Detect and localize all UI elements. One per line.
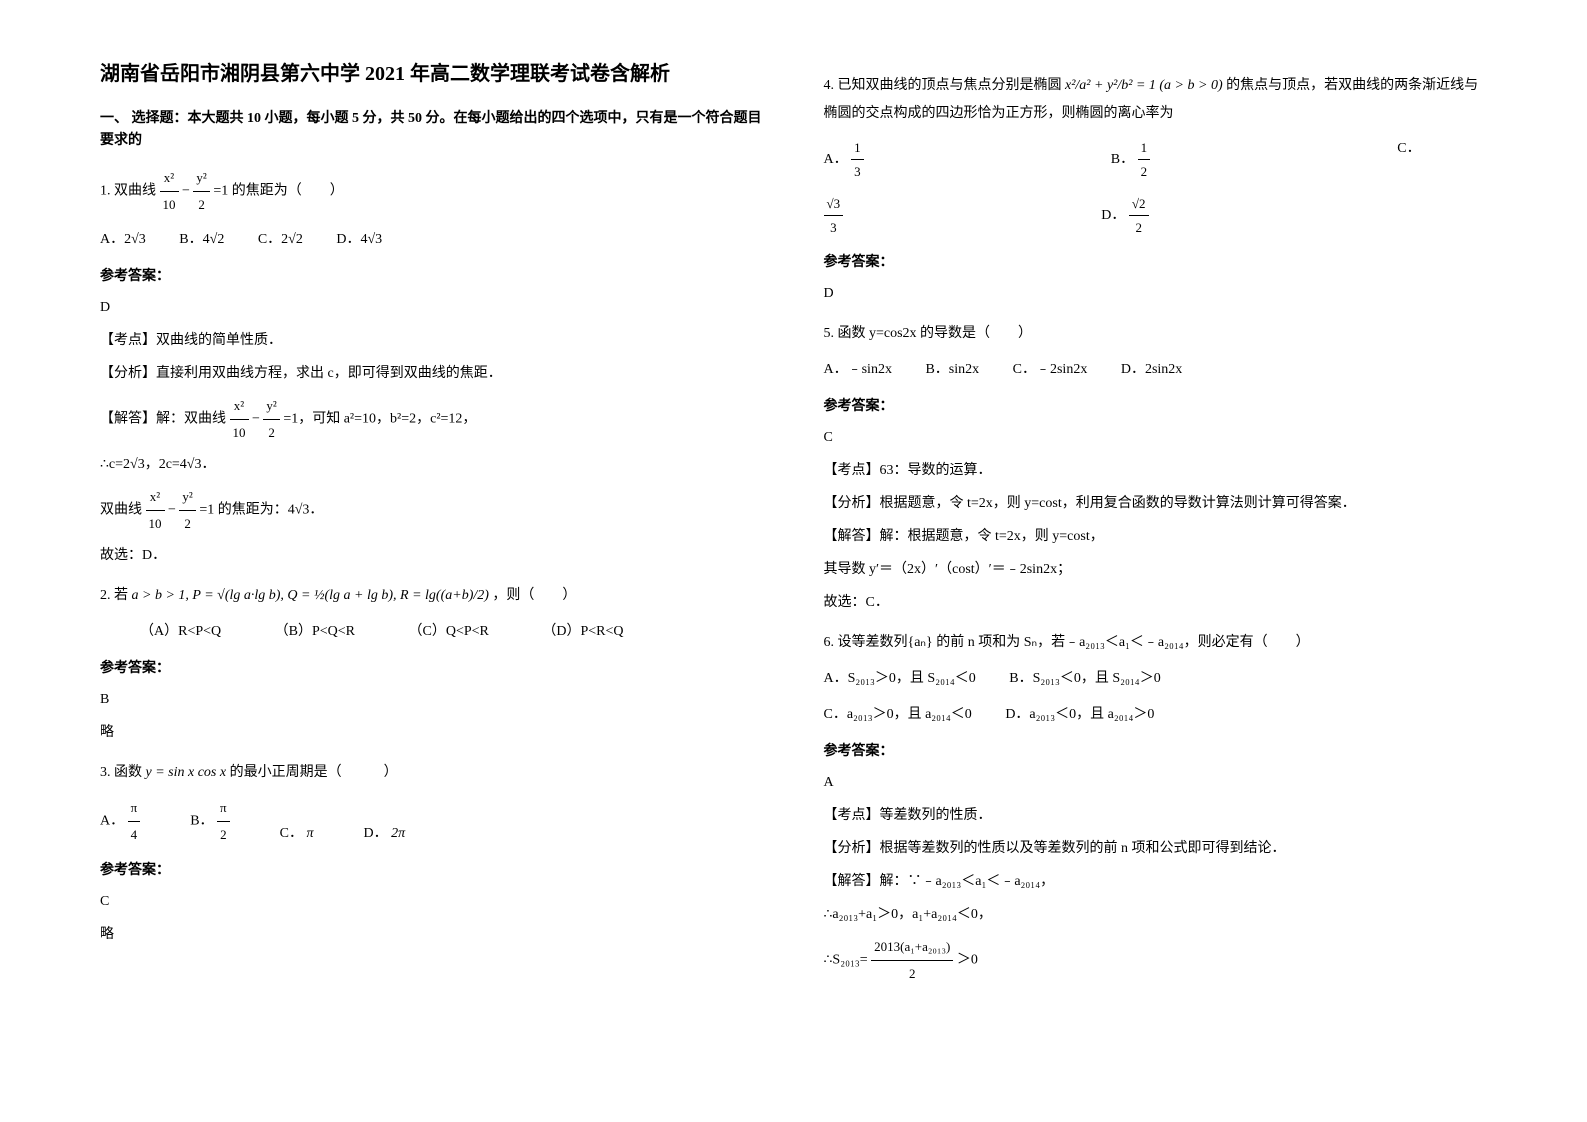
q1-answer: D (100, 294, 764, 322)
q6-options-row1: A．S₂₀₁₃＞0，且 S₂₀₁₄＜0 B．S₂₀₁₃＜0，且 S₂₀₁₄＞0 (824, 665, 1488, 693)
q1-prefix: 1. 双曲线 (100, 184, 156, 199)
q5-jieda3: 故选：C． (824, 589, 1488, 617)
q4-answer: D (824, 280, 1488, 308)
question-6: 6. 设等差数列{aₙ} 的前 n 项和为 Sₙ，若﹣a₂₀₁₃＜a₁＜﹣a₂₀… (824, 629, 1488, 987)
q5-optA: A．﹣sin2x (824, 356, 892, 384)
document-title: 湖南省岳阳市湘阴县第六中学 2021 年高二数学理联考试卷含解析 (100, 60, 764, 88)
q5-kaodian: 【考点】63：导数的运算． (824, 457, 1488, 485)
q6-jieda3: ∴S₂₀₁₃= 2013(a₁+a₂₀₁₃) 2 ＞0 (824, 934, 1488, 987)
q1-fenxi: 【分析】直接利用双曲线方程，求出 c，即可得到双曲线的焦距． (100, 360, 764, 388)
question-4: 4. 已知双曲线的顶点与焦点分别是椭圆 x²/a² + y²/b² = 1 (a… (824, 72, 1488, 308)
q1-kaodian: 【考点】双曲线的简单性质． (100, 327, 764, 355)
q4-optA: A． 1 3 (824, 136, 864, 184)
q2-answer: B (100, 686, 764, 714)
q6-kaodian: 【考点】等差数列的性质． (824, 802, 1488, 830)
q6-text: 6. 设等差数列{aₙ} 的前 n 项和为 Sₙ，若﹣a₂₀₁₃＜a₁＜﹣a₂₀… (824, 629, 1488, 657)
q3-answer: C (100, 888, 764, 916)
q5-options: A．﹣sin2x B．sin2x C．﹣2sin2x D．2sin2x (824, 356, 1488, 384)
q2-answer-header: 参考答案： (100, 656, 764, 681)
q5-optC: C．﹣2sin2x (1013, 356, 1088, 384)
right-column: 4. 已知双曲线的顶点与焦点分别是椭圆 x²/a² + y²/b² = 1 (a… (824, 60, 1488, 1062)
q1-optA: A．2√3 (100, 226, 146, 254)
q3-optC: C． π (280, 820, 314, 848)
q1-text: 1. 双曲线 x² 10 − y² 2 =1 的焦距为（ ） (100, 165, 764, 218)
q1-answer-header: 参考答案： (100, 264, 764, 289)
q6-options-row2: C．a₂₀₁₃＞0，且 a₂₀₁₄＜0 D．a₂₀₁₃＜0，且 a₂₀₁₄＞0 (824, 701, 1488, 729)
q6-optA: A．S₂₀₁₃＞0，且 S₂₀₁₄＜0 (824, 665, 976, 693)
q1-jieda: 【解答】解：双曲线 x² 10 − y² 2 =1，可知 a²=10，b²=2，… (100, 393, 764, 446)
q2-brief: 略 (100, 719, 764, 747)
q6-jieda2: ∴a₂₀₁₃+a₁＞0，a₁+a₂₀₁₄＜0， (824, 901, 1488, 929)
q4-optB: B． 1 2 (1111, 136, 1150, 184)
q1-jieda-end: 故选：D． (100, 542, 764, 570)
q3-brief: 略 (100, 921, 764, 949)
q5-optB: B．sin2x (925, 356, 979, 384)
q5-jieda2: 其导数 y′＝（2x）′（cost）′＝﹣2sin2x； (824, 556, 1488, 584)
q1-optC: C．2√2 (258, 226, 303, 254)
q2-text: 2. 若 a > b > 1, P = √(lg a·lg b), Q = ½(… (100, 582, 764, 610)
q4-text: 4. 已知双曲线的顶点与焦点分别是椭圆 x²/a² + y²/b² = 1 (a… (824, 72, 1488, 128)
q5-fenxi: 【分析】根据题意，令 t=2x，则 y=cost，利用复合函数的导数计算法则计算… (824, 490, 1488, 518)
left-column: 湖南省岳阳市湘阴县第六中学 2021 年高二数学理联考试卷含解析 一、 选择题：… (100, 60, 764, 1062)
q4-options: A． 1 3 B． 1 2 C． (824, 136, 1488, 240)
question-3: 3. 函数 y = sin x cos x 的最小正周期是（ ） A． π 4 … (100, 759, 764, 949)
q3-text: 3. 函数 y = sin x cos x 的最小正周期是（ ） (100, 759, 764, 787)
q1-frac2: y² 2 (193, 165, 209, 218)
q3-optB: B． π 2 (190, 795, 229, 848)
q4-optC-label: C． (1397, 136, 1420, 184)
q2-optC: （C）Q<P<R (389, 618, 489, 646)
q3-options: A． π 4 B． π 2 C． π D． 2π (100, 795, 764, 848)
q2-options: （A）R<P<Q （B）P<Q<R （C）Q<P<R （D）P<R<Q (100, 618, 764, 646)
q5-text: 5. 函数 y=cos2x 的导数是（ ） (824, 320, 1488, 348)
q6-answer-header: 参考答案： (824, 739, 1488, 764)
q4-optD: D． √2 2 (1101, 192, 1148, 240)
q1-jieda2: ∴c=2√3，2c=4√3． (100, 451, 764, 479)
q6-jieda1: 【解答】解：∵﹣a₂₀₁₃＜a₁＜﹣a₂₀₁₄， (824, 868, 1488, 896)
q3-optA: A． π 4 (100, 795, 140, 848)
q3-answer-header: 参考答案： (100, 858, 764, 883)
q6-optC: C．a₂₀₁₃＞0，且 a₂₀₁₄＜0 (824, 701, 972, 729)
q4-optC: √3 3 (824, 192, 844, 240)
question-1: 1. 双曲线 x² 10 − y² 2 =1 的焦距为（ ） A．2√3 B．4… (100, 165, 764, 570)
q1-jieda3: 双曲线 x² 10 − y² 2 =1 的焦距为：4√3． (100, 484, 764, 537)
q5-answer-header: 参考答案： (824, 394, 1488, 419)
q1-options: A．2√3 B．4√2 C．2√2 D．4√3 (100, 226, 764, 254)
q6-optD: D．a₂₀₁₃＜0，且 a₂₀₁₄＞0 (1005, 701, 1154, 729)
q2-optD: （D）P<R<Q (522, 618, 623, 646)
q3-optD: D． 2π (363, 820, 405, 848)
q2-optA: （A）R<P<Q (120, 618, 221, 646)
q2-optB: （B）P<Q<R (255, 618, 355, 646)
question-5: 5. 函数 y=cos2x 的导数是（ ） A．﹣sin2x B．sin2x C… (824, 320, 1488, 617)
section-header: 一、 选择题：本大题共 10 小题，每小题 5 分，共 50 分。在每小题给出的… (100, 108, 764, 153)
q5-jieda1: 【解答】解：根据题意，令 t=2x，则 y=cost， (824, 523, 1488, 551)
q4-answer-header: 参考答案： (824, 250, 1488, 275)
minus-sign: − (182, 184, 193, 199)
q1-optD: D．4√3 (336, 226, 382, 254)
q6-fenxi: 【分析】根据等差数列的性质以及等差数列的前 n 项和公式即可得到结论． (824, 835, 1488, 863)
q1-optB: B．4√2 (179, 226, 224, 254)
q1-frac1: x² 10 (160, 165, 179, 218)
q5-answer: C (824, 424, 1488, 452)
q5-optD: D．2sin2x (1121, 356, 1182, 384)
q6-optB: B．S₂₀₁₃＜0，且 S₂₀₁₄＞0 (1009, 665, 1160, 693)
q1-suffix: =1 的焦距为（ ） (213, 184, 343, 199)
q6-answer: A (824, 769, 1488, 797)
question-2: 2. 若 a > b > 1, P = √(lg a·lg b), Q = ½(… (100, 582, 764, 747)
